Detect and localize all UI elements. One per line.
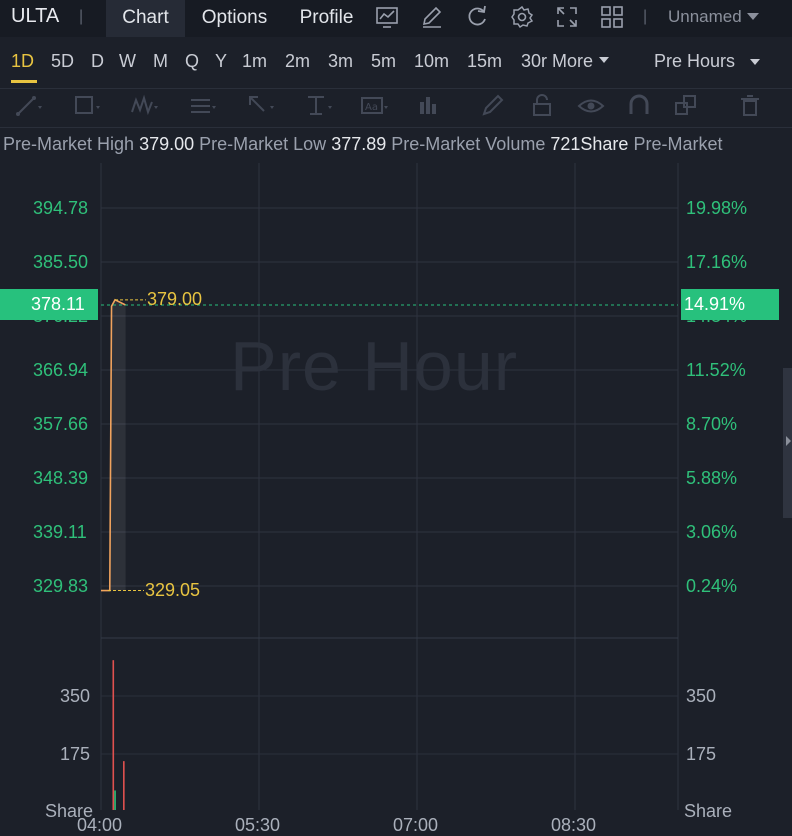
volume-tick-left: 175: [60, 744, 91, 764]
change-tick-right: 19.98%: [686, 198, 748, 218]
interval-10m[interactable]: 10m: [414, 51, 450, 71]
more-intervals[interactable]: More: [552, 51, 594, 71]
price-tick-left: 366.94: [33, 360, 89, 380]
volume-bar: [112, 660, 115, 810]
clone-icon[interactable]: [672, 92, 702, 120]
low-marker-label: 329.05: [145, 580, 201, 600]
interval-2m[interactable]: 2m: [285, 51, 311, 71]
tab-chart[interactable]: Chart: [106, 0, 185, 37]
measure-icon[interactable]: [304, 92, 334, 120]
draw-pen-icon[interactable]: [419, 4, 445, 30]
ticker-symbol[interactable]: ULTA: [11, 5, 60, 27]
chevron-down-icon[interactable]: [750, 59, 760, 65]
premarket-trailing-label: Pre-Market: [633, 134, 723, 154]
interval-5d[interactable]: 5D: [51, 51, 75, 71]
premarket-low-label: Pre-Market Low: [199, 134, 327, 154]
arrow-icon[interactable]: [246, 92, 276, 120]
time-tick: 05:30: [235, 815, 281, 835]
interval-3m[interactable]: 3m: [328, 51, 354, 71]
volume-tick-left: 350: [60, 686, 91, 706]
bar-pattern-icon[interactable]: [416, 92, 446, 120]
current-change-badge: 14.91%: [681, 289, 779, 320]
chart-watermark: Pre Hour: [230, 327, 519, 405]
volume-tick-right: 350: [686, 686, 717, 706]
price-tick-left: 348.39: [33, 468, 89, 488]
interval-d[interactable]: D: [91, 51, 104, 71]
price-line: [101, 298, 126, 592]
rectangle-icon[interactable]: [72, 92, 102, 120]
interval-m[interactable]: M: [153, 51, 168, 71]
fullscreen-icon[interactable]: [554, 4, 580, 30]
interval-5m[interactable]: 5m: [371, 51, 397, 71]
lock-icon[interactable]: [528, 92, 558, 120]
layout-name[interactable]: Unnamed: [668, 7, 742, 26]
volume-unit-left: Share: [45, 801, 94, 821]
change-tick-right: 8.70%: [686, 414, 738, 434]
active-interval-indicator: [11, 80, 37, 83]
current-price-badge: 378.11: [0, 289, 98, 320]
layout-grid-icon[interactable]: [599, 4, 625, 30]
chevron-right-icon[interactable]: [786, 436, 791, 446]
premarket-high-value: 379.00: [139, 134, 195, 154]
settings-gear-icon[interactable]: [509, 4, 535, 30]
interval-w[interactable]: W: [119, 51, 136, 71]
drawing-toolbar: [0, 88, 792, 128]
time-tick: 08:30: [551, 815, 597, 835]
interval-y[interactable]: Y: [215, 51, 228, 71]
premarket-volume-value: 721Share: [550, 134, 629, 154]
price-tick-left: 394.78: [33, 198, 89, 218]
fibonacci-icon[interactable]: [188, 92, 218, 120]
interval-1m[interactable]: 1m: [242, 51, 268, 71]
session-select[interactable]: Pre Hours: [654, 51, 736, 71]
time-tick: 04:00: [77, 815, 123, 835]
svg-text:Aa: Aa: [365, 102, 378, 113]
interval-1d[interactable]: 1D: [11, 51, 35, 71]
interval-bar: [0, 37, 792, 87]
indicator-icon[interactable]: [374, 4, 400, 30]
eye-icon[interactable]: [576, 92, 606, 120]
premarket-high-label: Pre-Market High: [3, 134, 135, 154]
chart-background: [0, 163, 792, 833]
trash-icon[interactable]: [736, 92, 766, 120]
price-tick-left: 357.66: [33, 414, 89, 434]
chevron-down-icon[interactable]: [599, 57, 609, 63]
volume-bar: [123, 761, 125, 810]
brush-icon[interactable]: [478, 92, 508, 120]
price-tick-left: 339.11: [33, 522, 87, 542]
premarket-info: Pre-Market High 379.00 Pre-Market Low 37…: [3, 134, 792, 155]
interval-15m[interactable]: 15m: [467, 51, 503, 71]
change-tick-right: 3.06%: [686, 522, 738, 542]
change-tick-right: 17.16%: [686, 252, 748, 272]
premarket-low-value: 377.89: [331, 134, 387, 154]
price-tick-left: 329.83: [33, 576, 89, 596]
time-tick: 07:00: [393, 815, 439, 835]
divider: |: [79, 8, 84, 25]
text-tool-icon[interactable]: Aa: [360, 92, 390, 120]
premarket-volume-label: Pre-Market Volume: [391, 134, 546, 154]
volume-unit-right: Share: [684, 801, 733, 821]
volume-tick-right: 175: [686, 744, 717, 764]
price-area-fill: [101, 299, 126, 591]
change-tick-right: 0.24%: [686, 576, 738, 596]
tab-profile[interactable]: Profile: [299, 7, 354, 28]
interval-q[interactable]: Q: [185, 51, 200, 71]
price-tick-left: 385.50: [33, 252, 89, 272]
chevron-down-icon[interactable]: [747, 13, 759, 20]
high-marker-label: 379.00: [147, 289, 203, 309]
tab-options[interactable]: Options: [201, 7, 268, 28]
trend-line-icon[interactable]: [14, 92, 44, 120]
interval-30m[interactable]: 30r: [521, 51, 548, 71]
divider: |: [643, 8, 648, 25]
volume-bar: [114, 790, 116, 810]
pattern-icon[interactable]: [130, 92, 160, 120]
magnet-icon[interactable]: [624, 92, 654, 120]
refresh-icon[interactable]: [464, 4, 490, 30]
change-tick-right: 5.88%: [686, 468, 738, 488]
change-tick-right: 11.52%: [686, 360, 746, 380]
